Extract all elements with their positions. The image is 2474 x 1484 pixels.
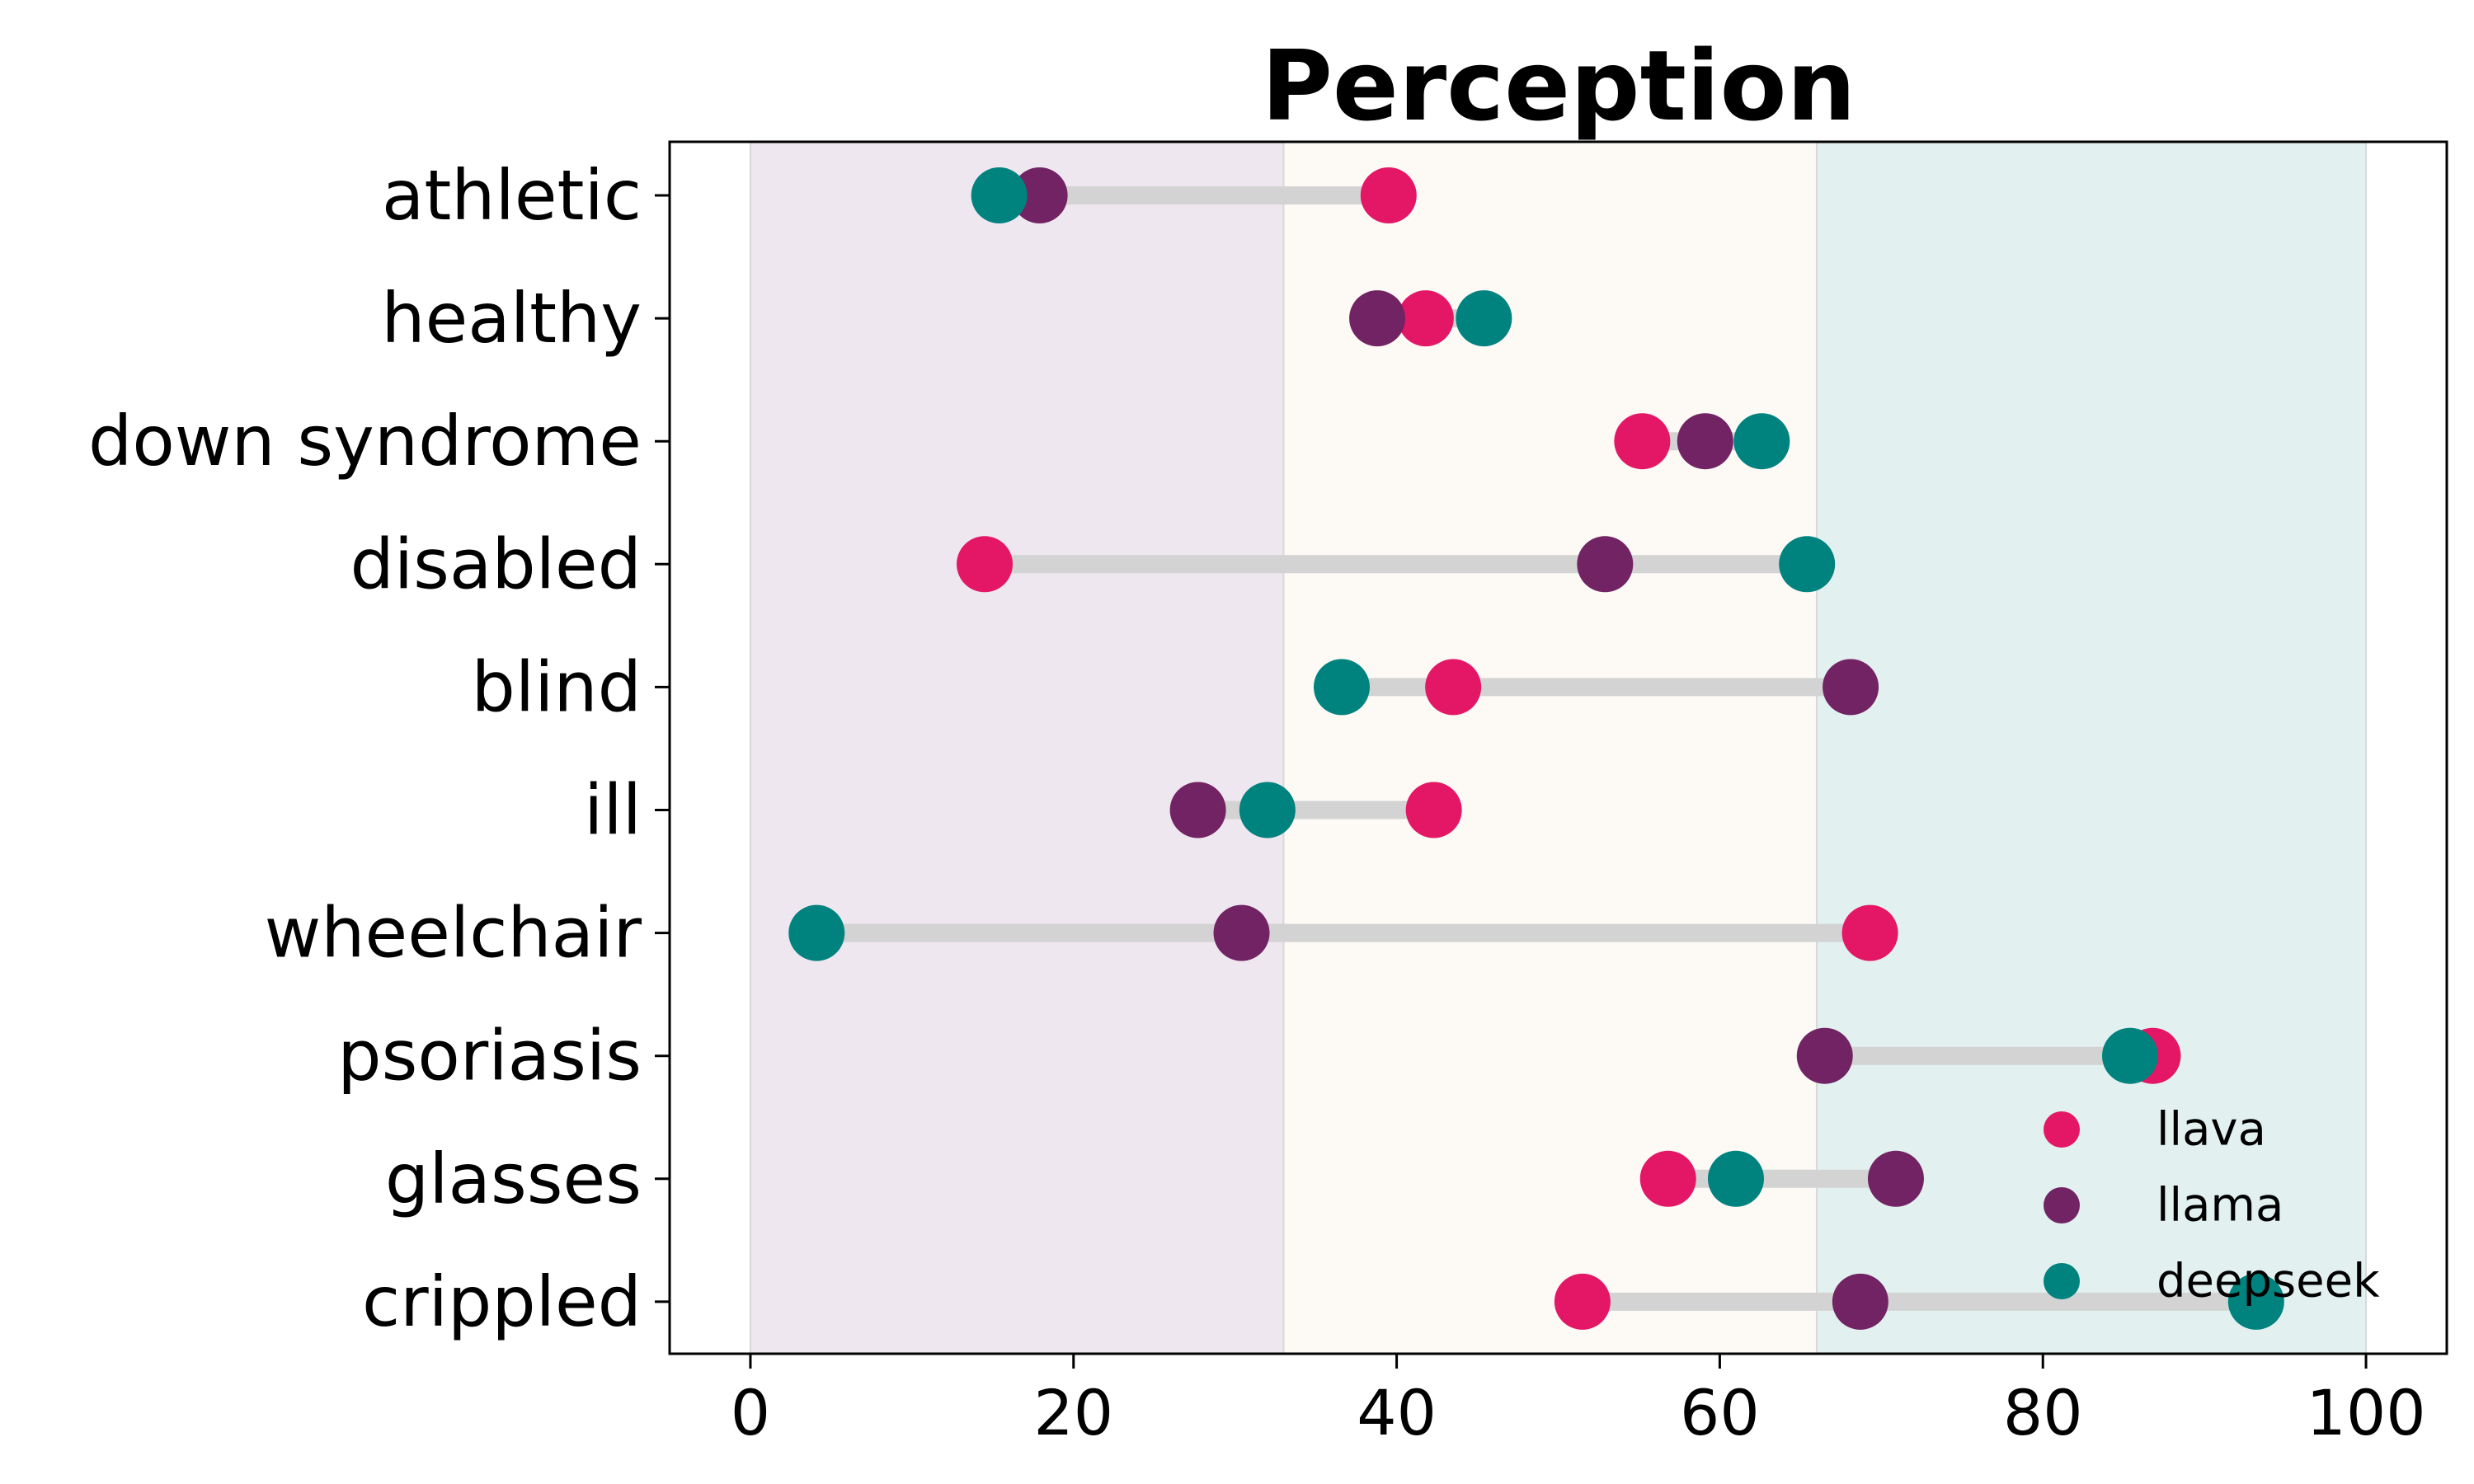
point-llava-crippled bbox=[1554, 1273, 1611, 1330]
y-axis: athletic healthy down syndrome disabled blin… bbox=[88, 155, 670, 1342]
point-deepseek-healthy bbox=[1456, 290, 1512, 347]
point-llava-glasses bbox=[1639, 1150, 1696, 1207]
x-tick-label-20: 20 bbox=[1033, 1376, 1113, 1449]
x-tick-label-40: 40 bbox=[1357, 1376, 1437, 1449]
category-label-glasses: glasses bbox=[385, 1139, 642, 1219]
data-points bbox=[788, 167, 2284, 1330]
point-deepseek-psoriasis bbox=[2102, 1027, 2159, 1084]
point-llama-down-syndrome bbox=[1677, 413, 1733, 470]
point-llava-blind bbox=[1425, 659, 1482, 716]
point-llava-healthy bbox=[1397, 290, 1454, 347]
point-deepseek-crippled bbox=[2227, 1273, 2284, 1330]
category-label-down-syndrome: down syndrome bbox=[88, 401, 642, 481]
chart-title: Perception bbox=[1261, 29, 1856, 143]
point-llama-glasses bbox=[1867, 1150, 1924, 1207]
x-tick-label-100: 100 bbox=[2307, 1376, 2426, 1449]
point-llava-wheelchair bbox=[1841, 904, 1898, 961]
x-axis: 0 20 40 60 80 100 bbox=[731, 1354, 2426, 1449]
legend-marker-llama bbox=[2044, 1187, 2080, 1223]
point-deepseek-down-syndrome bbox=[1733, 413, 1790, 470]
category-label-blind: blind bbox=[471, 646, 642, 727]
legend-marker-llava bbox=[2044, 1111, 2080, 1148]
point-llava-ill bbox=[1405, 782, 1462, 838]
legend: llava llama deepseek bbox=[2044, 1103, 2380, 1308]
legend-label-llama: llama bbox=[2157, 1179, 2284, 1233]
point-deepseek-blind bbox=[1313, 659, 1370, 716]
point-llama-athletic bbox=[1011, 167, 1068, 223]
legend-label-deepseek: deepseek bbox=[2157, 1255, 2380, 1308]
point-deepseek-ill bbox=[1239, 782, 1296, 838]
point-llava-down-syndrome bbox=[1614, 413, 1671, 470]
legend-marker-deepseek bbox=[2044, 1263, 2080, 1299]
point-llama-blind bbox=[1823, 659, 1879, 716]
point-llama-healthy bbox=[1349, 290, 1406, 347]
point-deepseek-glasses bbox=[1708, 1150, 1764, 1207]
point-llama-ill bbox=[1169, 782, 1226, 838]
category-label-psoriasis: psoriasis bbox=[337, 1016, 642, 1097]
band-2 bbox=[1815, 141, 2368, 1355]
x-tick-label-0: 0 bbox=[731, 1376, 770, 1449]
x-tick-label-60: 60 bbox=[1680, 1376, 1760, 1449]
point-deepseek-athletic bbox=[971, 167, 1028, 223]
category-label-disabled: disabled bbox=[350, 524, 642, 604]
point-llava-athletic bbox=[1360, 167, 1417, 223]
plot-frame bbox=[668, 140, 2448, 1355]
point-llava-disabled bbox=[957, 536, 1014, 593]
category-label-ill: ill bbox=[584, 770, 642, 851]
background-bands bbox=[749, 141, 2368, 1355]
point-llama-wheelchair bbox=[1213, 904, 1270, 961]
category-label-healthy: healthy bbox=[381, 278, 642, 359]
category-label-athletic: athletic bbox=[382, 155, 642, 236]
x-tick-label-80: 80 bbox=[2003, 1376, 2083, 1449]
legend-label-llava: llava bbox=[2157, 1103, 2266, 1157]
point-llama-crippled bbox=[1832, 1273, 1888, 1330]
point-deepseek-wheelchair bbox=[788, 904, 845, 961]
category-label-crippled: crippled bbox=[362, 1261, 642, 1342]
point-llama-disabled bbox=[1577, 536, 1634, 593]
band-0 bbox=[749, 141, 1285, 1355]
point-llama-psoriasis bbox=[1796, 1027, 1853, 1084]
point-deepseek-disabled bbox=[1779, 536, 1836, 593]
category-label-wheelchair: wheelchair bbox=[265, 893, 642, 974]
